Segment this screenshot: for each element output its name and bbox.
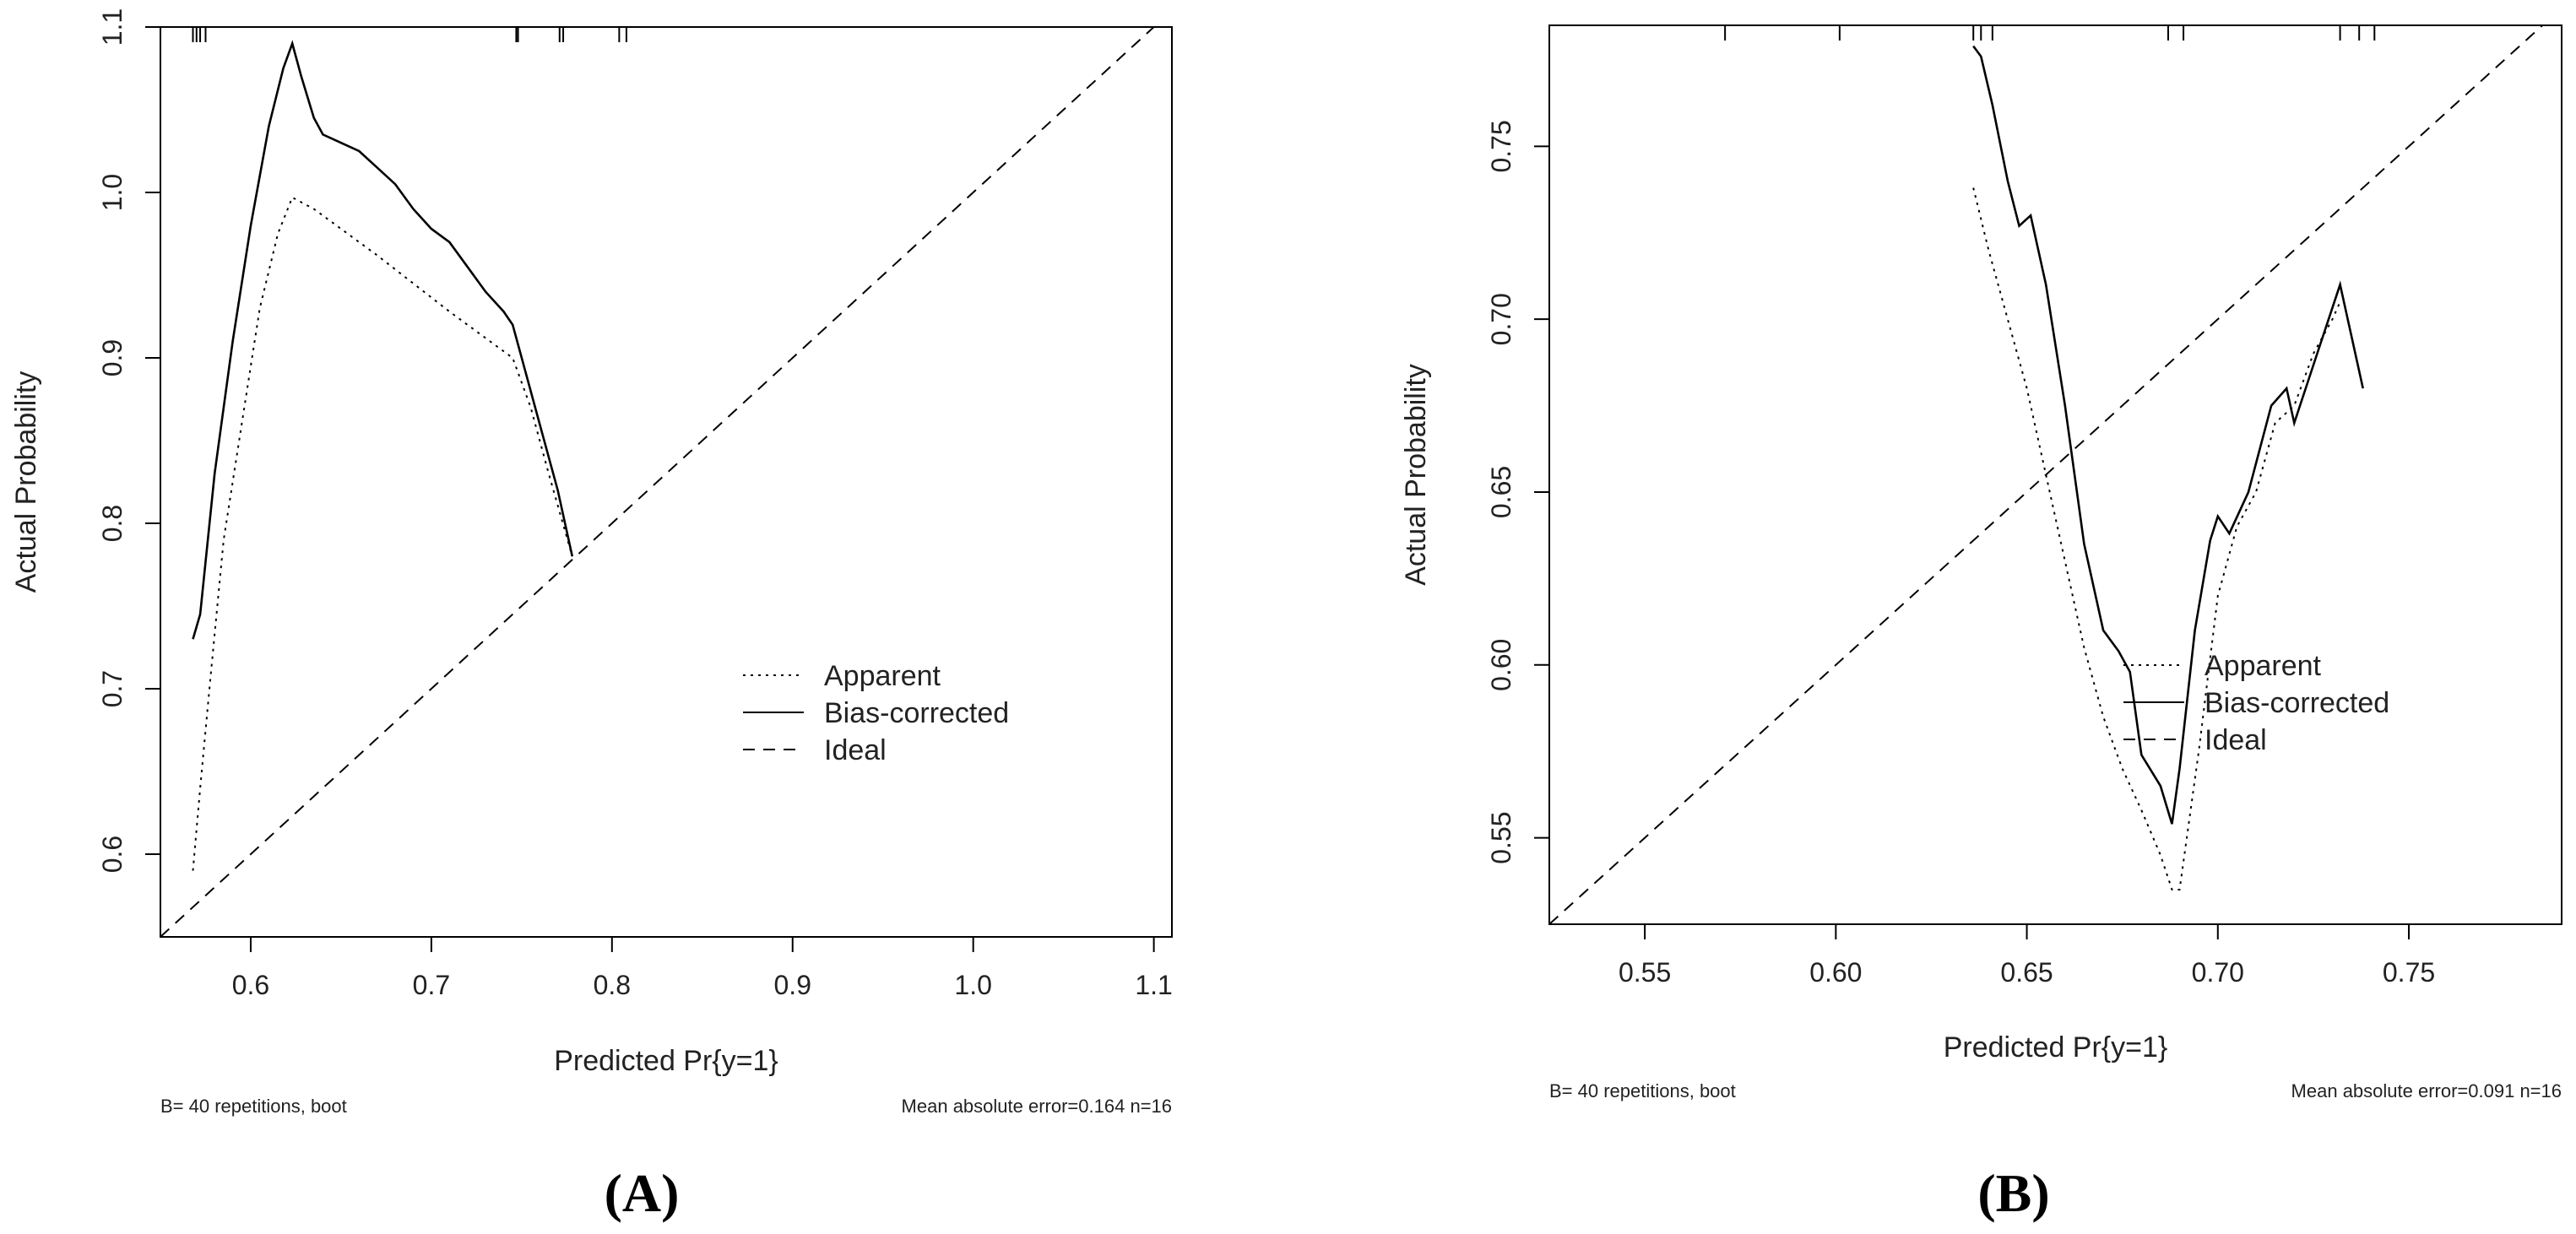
series-line-bias-corrected <box>1972 45 2364 825</box>
legend-entry: Bias-corrected <box>2205 687 2389 719</box>
plot-frame <box>1548 24 2562 925</box>
plot-frame <box>160 26 1173 938</box>
y-tick-label: 1.1 <box>97 8 127 46</box>
footer-left: B= 40 repetitions, boot <box>1549 1080 1736 1101</box>
legend-entry: Apparent <box>2205 650 2322 682</box>
y-tick-label: 0.60 <box>1486 639 1516 691</box>
y-tick-label: 0.6 <box>97 836 127 873</box>
series-line-apparent <box>1972 187 2341 890</box>
x-tick-label: 0.8 <box>594 970 631 1000</box>
x-tick-label: 0.70 <box>2192 957 2244 988</box>
y-tick-label: 0.9 <box>97 339 127 376</box>
y-axis-title: Actual Probability <box>10 371 42 593</box>
panel-label: (A) <box>605 1163 680 1223</box>
y-tick-label: 0.65 <box>1486 466 1516 518</box>
legend-entry: Ideal <box>2205 724 2267 756</box>
x-axis-title: Predicted Pr{y=1} <box>1944 1031 2168 1064</box>
footer-right: Mean absolute error=0.091 n=16 <box>2291 1080 2562 1101</box>
footer-left: B= 40 repetitions, boot <box>160 1096 347 1117</box>
footer-right: Mean absolute error=0.164 n=16 <box>902 1096 1172 1117</box>
series-line-ideal <box>1549 25 2544 924</box>
panel-a: 0.6 0.7 0.8 0.9 1.0 1.1 0.6 0.7 0.8 0.9 1.0 1.1 Appa… <box>10 8 1173 1223</box>
x-tick-label: 0.6 <box>232 970 269 1000</box>
y-tick-label: 0.55 <box>1486 811 1516 863</box>
x-tick-label: 0.7 <box>413 970 450 1000</box>
y-tick-label: 0.8 <box>97 505 127 542</box>
y-tick-label: 0.7 <box>97 670 127 707</box>
x-tick-label: 0.65 <box>2000 957 2053 988</box>
y-tick-label: 0.70 <box>1486 293 1516 345</box>
x-tick-label: 0.55 <box>1619 957 1671 988</box>
x-tick-label: 1.0 <box>954 970 991 1000</box>
legend-entry: Bias-corrected <box>824 697 1009 729</box>
panel-b: 0.55 0.60 0.65 0.70 0.75 0.55 0.60 0.65 0.70 0.75… <box>1400 24 2562 1223</box>
x-axis-title: Predicted Pr{y=1} <box>554 1045 778 1077</box>
y-tick-label: 0.75 <box>1486 120 1516 172</box>
series-line-apparent <box>192 196 573 871</box>
x-tick-label: 0.9 <box>774 970 811 1000</box>
x-tick-label: 0.75 <box>2383 957 2435 988</box>
series-line-bias-corrected <box>192 40 574 640</box>
y-tick-label: 1.0 <box>97 174 127 211</box>
legend-entry: Ideal <box>824 734 887 766</box>
y-axis-title: Actual Probability <box>1400 364 1432 586</box>
legend-entry: Apparent <box>824 660 941 692</box>
series-line-ideal <box>160 27 1156 937</box>
x-tick-label: 1.1 <box>1135 970 1172 1000</box>
x-tick-label: 0.60 <box>1809 957 1862 988</box>
panel-label: (B) <box>1977 1163 2049 1223</box>
